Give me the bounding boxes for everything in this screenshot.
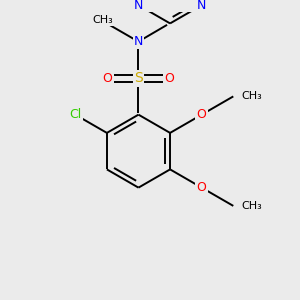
Text: O: O xyxy=(103,72,112,85)
Text: S: S xyxy=(134,71,143,85)
Text: CH₃: CH₃ xyxy=(241,92,262,101)
Text: O: O xyxy=(197,108,207,121)
Text: N: N xyxy=(134,35,143,48)
Text: N: N xyxy=(134,0,143,12)
Text: Cl: Cl xyxy=(69,108,81,121)
Text: O: O xyxy=(165,72,174,85)
Text: O: O xyxy=(197,181,207,194)
Text: CH₃: CH₃ xyxy=(93,15,113,25)
Text: N: N xyxy=(197,0,206,12)
Text: CH₃: CH₃ xyxy=(241,201,262,211)
